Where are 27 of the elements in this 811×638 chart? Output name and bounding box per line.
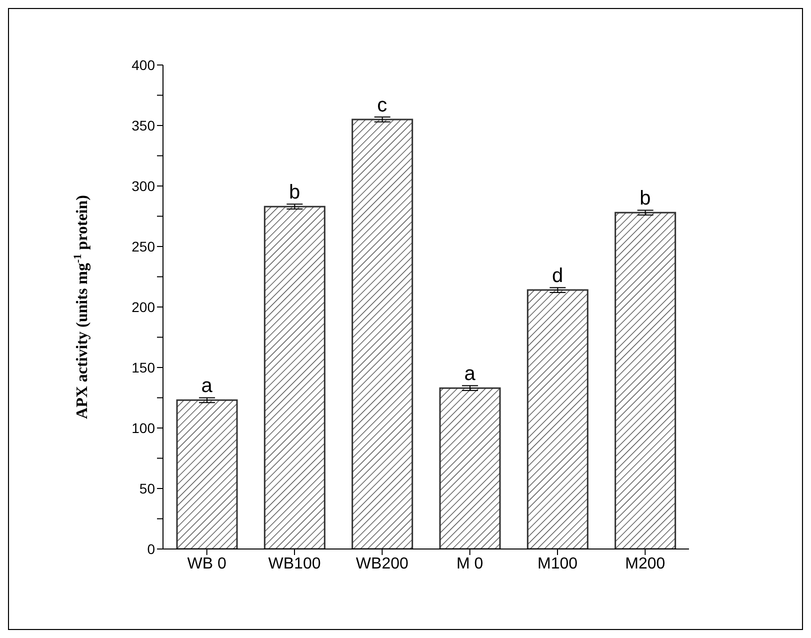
bar [614, 212, 676, 549]
y-tick-label: 100 [132, 420, 156, 436]
x-tick-label: M 0 [456, 555, 484, 572]
annotation: a [201, 375, 214, 398]
bar [439, 387, 501, 549]
x-tick-label: WB100 [268, 555, 321, 572]
x-tick-label: M100 [537, 555, 578, 572]
annotation: b [640, 188, 651, 210]
x-tick-label: M200 [625, 555, 666, 572]
x-tick-label: WB200 [356, 555, 409, 572]
y-tick-label: 50 [139, 480, 156, 496]
annotation: d [552, 265, 564, 288]
y-tick-label: 0 [147, 540, 156, 557]
bar [264, 206, 326, 549]
y-tick-label: 250 [132, 238, 156, 254]
bar [526, 289, 588, 549]
annotation: b [288, 182, 300, 204]
y-tick-label: 400 [132, 56, 156, 73]
y-tick-label: 150 [132, 359, 156, 376]
y-tick-label: 300 [132, 178, 156, 194]
annotation: a [464, 363, 476, 386]
annotation: c [377, 94, 388, 116]
y-tick-label: 200 [132, 298, 156, 315]
y-tick-label: 350 [132, 117, 156, 134]
x-tick-label: WB 0 [187, 555, 226, 572]
bar [176, 399, 238, 549]
bar [352, 118, 414, 549]
